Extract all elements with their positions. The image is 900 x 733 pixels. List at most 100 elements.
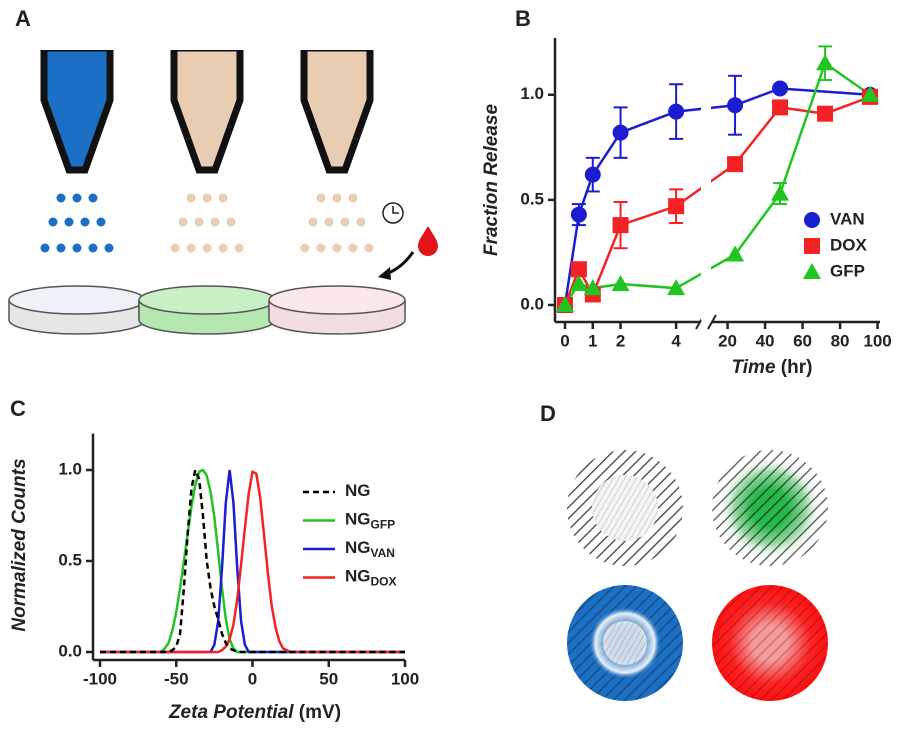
droplet [234,243,244,253]
droplet [324,217,334,227]
legend-label: DOX [830,235,868,254]
legend-name: NG [345,481,371,500]
x-tick-label: -50 [164,669,189,688]
x-axis-title: Time (hr) [732,357,813,378]
panel-label: D [540,401,556,426]
legend-label: NGGFP [345,510,395,532]
marker [612,124,629,141]
marker [816,54,835,71]
droplet [340,217,350,227]
droplet [226,217,236,227]
droplet [56,193,66,203]
droplet [48,217,58,227]
droplet [88,193,98,203]
nozzle [30,40,390,50]
petri-dish [8,285,406,335]
petri-dish [138,285,276,315]
y-tick-label: 1.0 [520,84,544,103]
series-line [100,469,405,654]
marker [667,279,686,296]
droplet [210,217,220,227]
droplet [218,243,228,253]
marker [817,105,834,122]
marker [569,274,588,291]
legend-name: NG [345,510,371,529]
droplet [194,217,204,227]
marker [668,103,685,120]
panel-a-illustration [8,40,438,335]
x-tick-label: 60 [793,331,812,350]
marker [772,80,789,97]
legend-label: NGVAN [345,538,395,560]
droplet [308,217,318,227]
x-axis-title-unit: (hr) [776,357,813,378]
x-tick-label: 80 [831,331,850,350]
x-axis-title-main: Time [732,357,776,378]
droplet [316,243,326,253]
x-axis-title: Zeta Potential (mV) [168,702,341,723]
clock-icon [392,206,399,214]
nozzle [40,44,114,174]
x-tick-label: 20 [718,331,737,350]
blood-drop [418,226,438,256]
y-tick-label: 0.5 [58,550,82,569]
panel-label: B [515,6,531,31]
droplet [332,243,342,253]
marker [570,261,587,278]
droplet [316,193,326,203]
y-tick-label: 0.0 [58,641,82,660]
droplet [348,193,358,203]
charts: A BC D0.00.51.00 1 2 4 20 40 60 80 100VANDOXGFPFra… [9,6,892,723]
particle [603,621,647,665]
marker [612,217,629,234]
marker [668,198,685,215]
legend-subscript: VAN [371,546,395,560]
x-tick-label: 4 [671,331,681,350]
nozzle [170,44,244,174]
x-tick-label: 0 [248,669,257,688]
droplet [170,243,180,253]
petri-dish [268,285,406,315]
droplet [64,217,74,227]
axis-break [707,314,717,330]
y-tick-label: 0.5 [520,189,544,208]
x-axis-title-unit: (mV) [294,702,342,723]
droplet [80,217,90,227]
droplet [202,243,212,253]
legend-label: GFP [830,261,865,280]
legend-name: NG [345,567,371,586]
droplet [202,193,212,203]
clock-icon [382,202,404,224]
legend-name: NG [345,538,371,557]
x-tick-label: 1 [588,331,597,350]
x-tick-label: 100 [863,331,891,350]
particle [712,585,828,701]
droplet [56,243,66,253]
droplet [348,243,358,253]
droplet [218,193,228,203]
droplet [364,243,374,253]
droplet [186,243,196,253]
panel-label: C [10,396,26,421]
series-line [563,61,871,306]
y-axis-title: Fraction Release [481,104,502,256]
nozzle [30,40,390,174]
droplet [356,217,366,227]
break-gap [701,33,711,321]
legend-label: NG [345,481,371,500]
panel-d-illustration [567,450,828,701]
panel-label: A [15,6,31,31]
marker [584,166,601,183]
marker [727,97,744,114]
marker [570,206,587,223]
marker [804,238,820,254]
y-axis-title: Normalized Counts [9,458,30,631]
particle [712,585,828,701]
droplet [88,243,98,253]
x-tick-label: 50 [319,669,338,688]
marker [726,245,745,262]
legend-subscript: GFP [371,518,396,532]
series-line [563,95,871,306]
particle [712,450,828,566]
legend-subscript: DOX [371,575,397,589]
